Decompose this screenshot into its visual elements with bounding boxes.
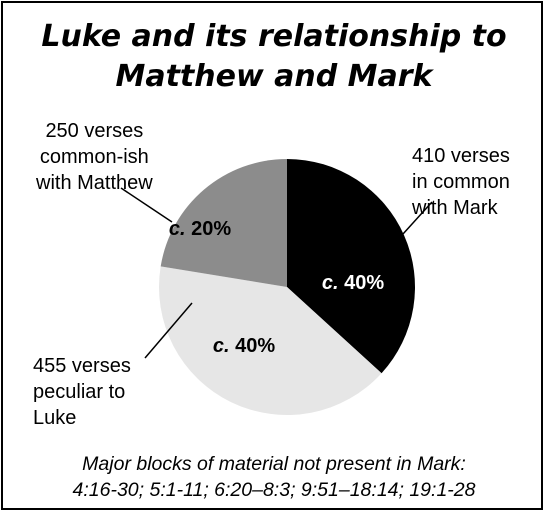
label-mark-line-1: 410 verses	[412, 145, 510, 167]
label-luke: 455 verses peculiar to Luke	[33, 353, 131, 431]
label-mark: 410 verses in common with Mark	[412, 143, 510, 221]
pie-slice-matthew	[160, 159, 287, 287]
pie-pct-label-mark: c. 40%	[322, 272, 384, 294]
pie-pct-label-matthew: c. 20%	[169, 218, 231, 240]
chart-title-line-1: Luke and its relationship to	[41, 19, 507, 54]
chart-title-line-2: Matthew and Mark	[115, 59, 433, 94]
pie-pct-label-luke: c. 40%	[213, 335, 275, 357]
chart-title: Luke and its relationship to Matthew and…	[3, 17, 545, 97]
footer-line-2: 4:16-30; 5:1-11; 6:20–8:3; 9:51–18:14; 1…	[72, 479, 476, 501]
label-matthew-line-1: 250 verses	[45, 120, 144, 142]
leader-line-matthew	[120, 187, 173, 223]
label-luke-line-1: 455 verses	[33, 355, 131, 377]
label-matthew: 250 verses common-ish with Matthew	[36, 118, 153, 196]
label-mark-line-3: with Mark	[412, 197, 498, 219]
label-luke-line-2: peculiar to	[33, 381, 126, 403]
label-mark-line-2: in common	[412, 171, 510, 193]
leader-line-luke	[144, 302, 193, 359]
chart-frame: Luke and its relationship to Matthew and…	[1, 1, 543, 510]
label-luke-line-3: Luke	[33, 407, 77, 429]
label-matthew-line-3: with Matthew	[36, 172, 153, 194]
pie-slice-mark	[287, 159, 415, 374]
leader-line-mark	[392, 201, 433, 246]
footer-line-1: Major blocks of material not present in …	[82, 453, 466, 475]
pie-slice-luke	[159, 266, 382, 415]
label-matthew-line-2: common-ish	[39, 146, 149, 168]
